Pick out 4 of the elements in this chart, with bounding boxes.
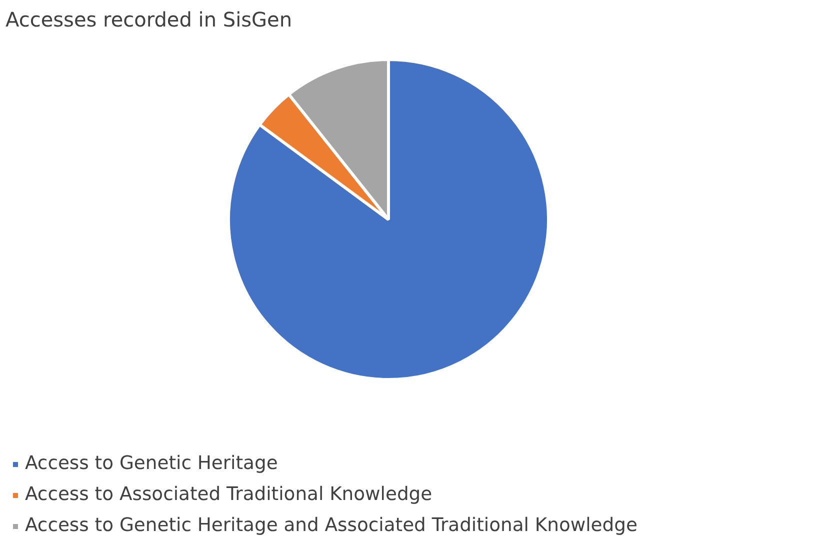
legend-label: Access to Associated Traditional Knowledge xyxy=(25,484,432,505)
legend-label: Access to Genetic Heritage and Associated Traditional Knowledge xyxy=(25,515,638,536)
chart-title: Accesses recorded in SisGen xyxy=(6,8,292,32)
legend-label: Access to Genetic Heritage xyxy=(25,453,278,474)
